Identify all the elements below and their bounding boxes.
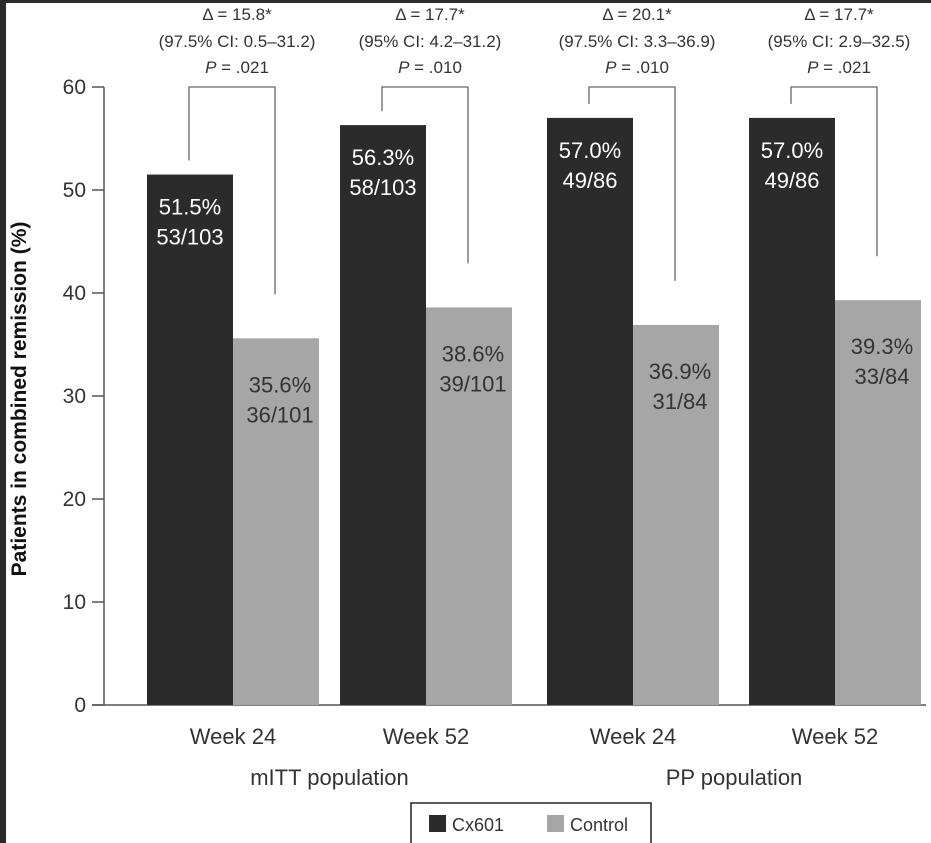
p-value: = .010	[616, 58, 668, 77]
category-group-label: PP population	[666, 765, 803, 790]
annotation-ci: (97.5% CI: 3.3–36.9)	[559, 32, 716, 51]
bar-control	[835, 300, 921, 705]
bar-chart: 0 10 20 30 40 50 60 51.5% 53/103 35.6% 36/101 Δ = …	[8, 5, 926, 843]
x-tick-label: Week 52	[792, 724, 878, 749]
y-tick-label: 60	[63, 76, 86, 99]
y-axis-label: Patients in combined remission (%)	[8, 222, 31, 577]
legend-swatch	[547, 815, 564, 832]
p-value: = .021	[818, 58, 870, 77]
annotation-ci: (95% CI: 4.2–31.2)	[359, 32, 502, 51]
y-tick-label: 50	[63, 179, 86, 202]
annotation-delta: Δ = 17.7*	[395, 5, 465, 24]
legend-label: Cx601	[452, 815, 504, 835]
data-label-percent: 35.6%	[249, 372, 311, 397]
legend-swatch	[429, 815, 446, 832]
significance-bracket	[790, 86, 878, 257]
data-label-percent: 57.0%	[559, 138, 621, 163]
annotation-ci: (95% CI: 2.9–32.5)	[768, 32, 911, 51]
p-value: = .021	[216, 58, 268, 77]
bar-cx601	[547, 117, 633, 705]
legend-label: Control	[570, 815, 628, 835]
annotation-p-value: P = .010	[605, 58, 669, 77]
p-symbol: P	[205, 58, 217, 77]
bar-control	[633, 324, 719, 705]
y-tick-label: 40	[63, 282, 86, 305]
annotation-delta: Δ = 17.7*	[804, 5, 874, 24]
chart-canvas: 0 10 20 30 40 50 60 51.5% 53/103 35.6% 36/101 Δ = …	[6, 3, 931, 843]
significance-bracket	[588, 86, 676, 281]
data-label-count: 36/101	[246, 402, 313, 427]
data-label-percent: 51.5%	[159, 195, 221, 220]
data-label-percent: 39.3%	[851, 334, 913, 359]
x-tick-label: Week 24	[590, 724, 676, 749]
bar-cx601	[749, 117, 835, 705]
annotation-delta: Δ = 15.8*	[202, 5, 272, 24]
data-label-count: 31/84	[652, 389, 707, 414]
data-label-percent: 57.0%	[761, 138, 823, 163]
bar-control	[426, 307, 512, 705]
bars	[147, 117, 921, 706]
legend: Cx601 Control	[410, 802, 652, 843]
data-label-count: 53/103	[156, 225, 223, 250]
data-label-count: 39/101	[439, 371, 506, 396]
data-label-percent: 36.9%	[649, 359, 711, 384]
annotation-delta: Δ = 20.1*	[602, 5, 672, 24]
p-symbol: P	[398, 58, 410, 77]
category-group-label: mITT population	[250, 765, 409, 790]
bar-cx601	[147, 174, 233, 706]
annotation-p-value: P = .010	[398, 58, 462, 77]
bar-cx601	[340, 125, 426, 706]
y-tick-label: 10	[63, 591, 86, 614]
significance-bracket	[381, 86, 469, 264]
p-symbol: P	[807, 58, 819, 77]
x-tick-label: Week 52	[383, 724, 469, 749]
annotation-p-value: P = .021	[205, 58, 269, 77]
significance-bracket	[188, 86, 276, 295]
p-symbol: P	[605, 58, 617, 77]
data-label-count: 33/84	[854, 364, 909, 389]
significance-brackets	[188, 86, 878, 295]
annotation-ci: (97.5% CI: 0.5–31.2)	[159, 32, 316, 51]
y-tick-label: 20	[63, 488, 86, 511]
labels: 51.5% 53/103 35.6% 36/101 Δ = 15.8* (97.5% CI…	[156, 5, 913, 790]
annotation-p-value: P = .021	[807, 58, 871, 77]
y-tick-label: 30	[63, 385, 86, 408]
x-tick-label: Week 24	[190, 724, 276, 749]
data-label-count: 49/86	[764, 168, 819, 193]
bar-control	[233, 338, 319, 705]
data-label-percent: 56.3%	[352, 145, 414, 170]
p-value: = .010	[409, 58, 461, 77]
legend-box	[410, 802, 652, 843]
data-label-count: 58/103	[349, 175, 416, 200]
data-label-percent: 38.6%	[442, 341, 504, 366]
data-label-count: 49/86	[562, 168, 617, 193]
y-tick-label: 0	[74, 694, 86, 717]
